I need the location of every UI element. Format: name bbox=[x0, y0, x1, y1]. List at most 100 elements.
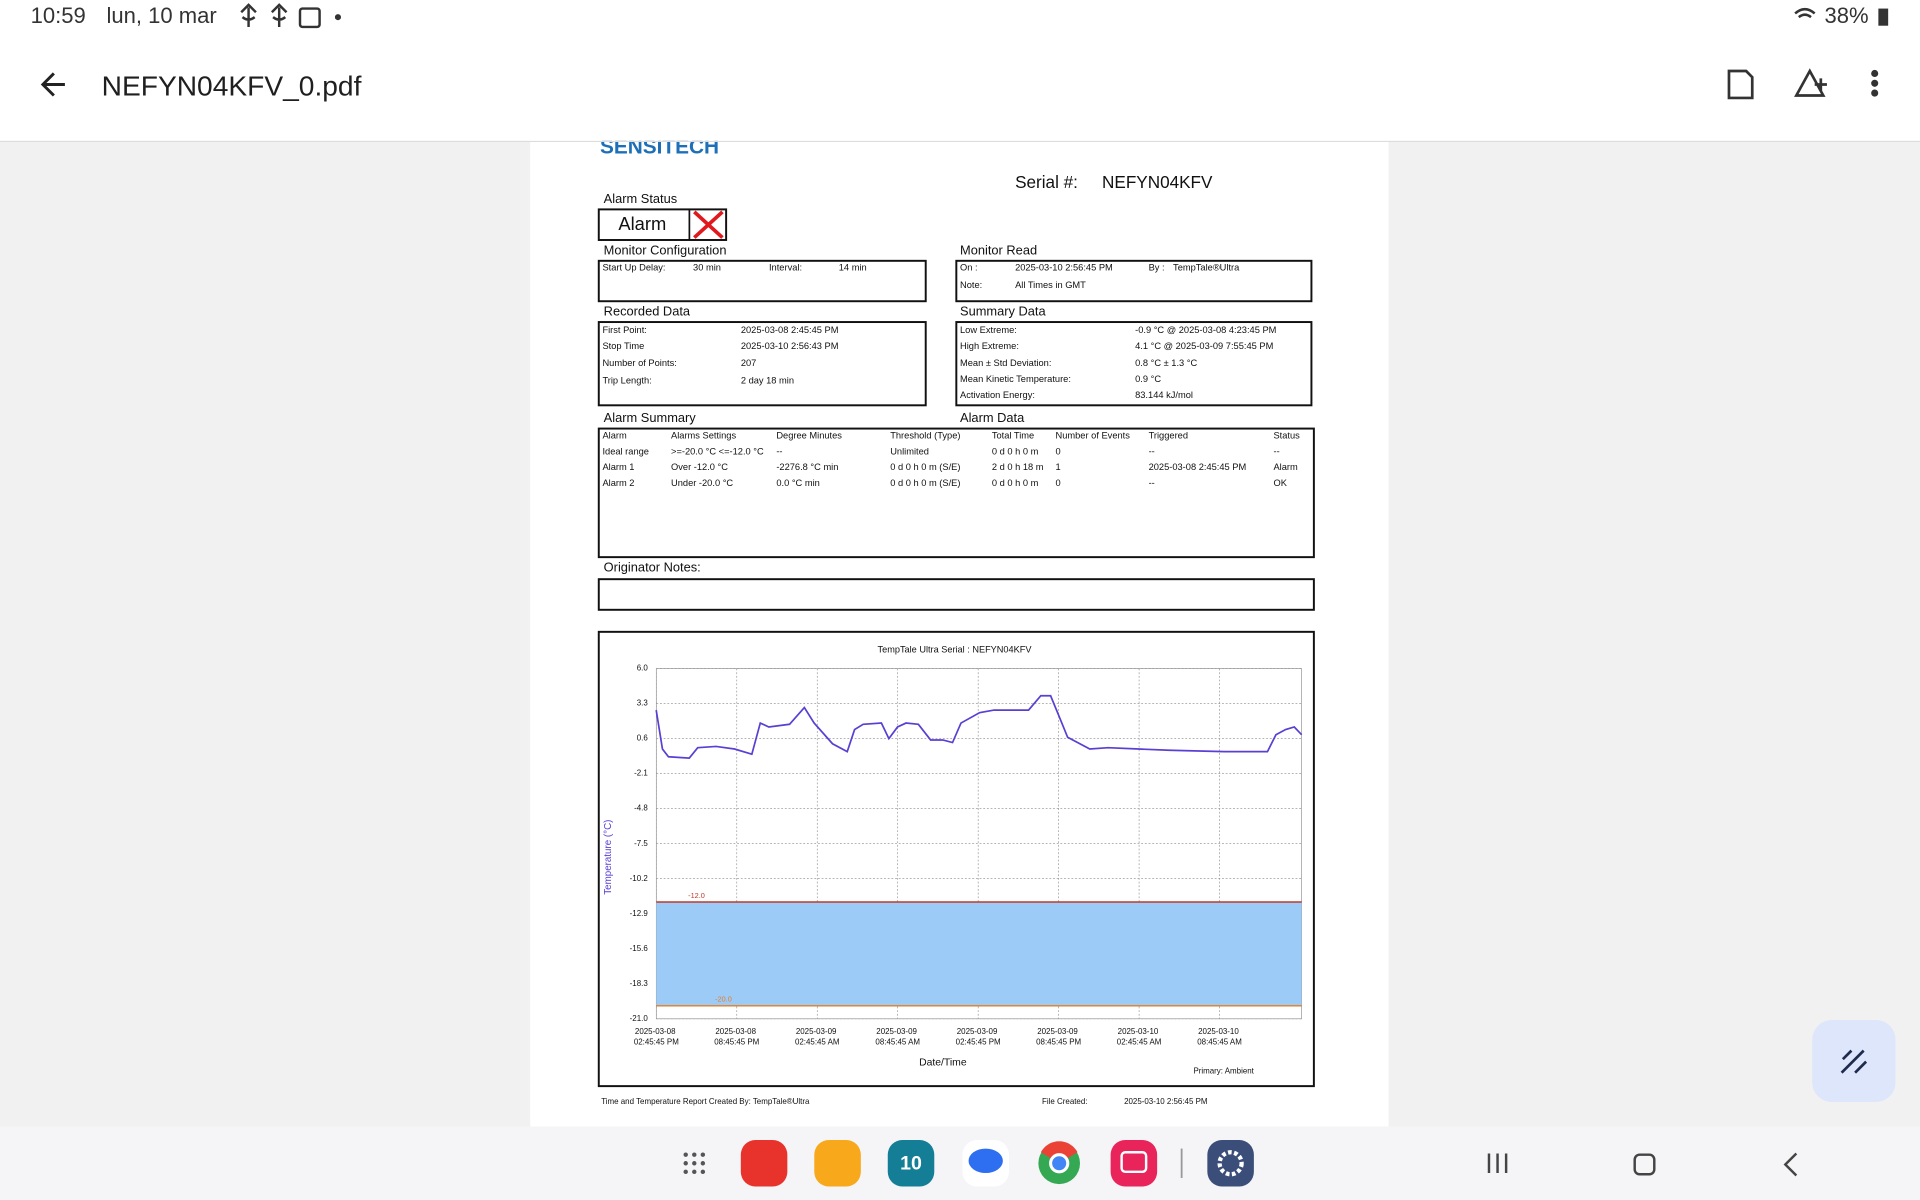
footer-text: Time and Temperature Report Created By: … bbox=[601, 1097, 810, 1106]
table-cell: 0.9 °C bbox=[1135, 374, 1161, 384]
table-cell: >=-20.0 °C <=-12.0 °C bbox=[671, 446, 764, 456]
section-title: Monitor Configuration bbox=[604, 242, 727, 257]
serial-label: Serial #: bbox=[1015, 172, 1078, 192]
table-cell: 0 bbox=[1056, 446, 1061, 456]
table-cell: Under -20.0 °C bbox=[671, 478, 733, 488]
table-cell: Ideal range bbox=[602, 446, 649, 456]
table-cell: Over -12.0 °C bbox=[671, 462, 728, 472]
file-name: NEFYN04KFV_0.pdf bbox=[102, 71, 362, 102]
table-cell: 0 d 0 h 0 m bbox=[992, 446, 1039, 456]
more-button[interactable] bbox=[1871, 69, 1879, 97]
table-cell: -0.9 °C @ 2025-03-08 4:23:45 PM bbox=[1135, 325, 1276, 335]
table-cell: 0 d 0 h 0 m bbox=[992, 478, 1039, 488]
table-cell: 0.8 °C ± 1.3 °C bbox=[1135, 358, 1197, 368]
table-header: Alarms Settings bbox=[671, 430, 736, 440]
table-header: Triggered bbox=[1149, 430, 1188, 440]
battery: 38% bbox=[1824, 3, 1868, 28]
table-cell: Trip Length: bbox=[602, 375, 651, 385]
x-tick-label: 2025-03-08 08:45:45 PM bbox=[714, 1027, 759, 1046]
footer-text: File Created: bbox=[1042, 1097, 1087, 1106]
table-cell: -- bbox=[1273, 446, 1279, 456]
table-cell: Activation Energy: bbox=[960, 390, 1035, 400]
y-tick-label: -2.1 bbox=[634, 769, 648, 778]
table-cell: TempTale®Ultra bbox=[1173, 263, 1240, 273]
plot-frame bbox=[655, 668, 1302, 1020]
table-box bbox=[597, 427, 1315, 559]
apps-button[interactable] bbox=[683, 1152, 706, 1175]
chart-title: TempTale Ultra Serial : NEFYN04KFV bbox=[878, 645, 1033, 655]
calendar-day: 10 bbox=[900, 1153, 922, 1175]
table-box bbox=[597, 259, 927, 303]
table-cell: 2025-03-10 2:56:43 PM bbox=[741, 341, 839, 351]
notes-box bbox=[597, 578, 1315, 611]
y-tick-label: 0.6 bbox=[637, 734, 649, 743]
section-title: Alarm Data bbox=[960, 410, 1025, 425]
y-axis-label: Temperature (°C) bbox=[603, 820, 614, 895]
x-tick-label: 2025-03-09 08:45:45 AM bbox=[875, 1027, 920, 1046]
table-cell: 14 min bbox=[839, 263, 867, 273]
chart: TempTale Ultra Serial : NEFYN04KFV 6.0 3.3… bbox=[603, 645, 1303, 1076]
table-cell: 83.144 kJ/mol bbox=[1135, 390, 1193, 400]
table-cell: Interval: bbox=[769, 263, 802, 273]
y-tick-label: -12.9 bbox=[630, 909, 649, 918]
table-cell: 0 bbox=[1056, 478, 1061, 488]
y-tick-label: 6.0 bbox=[637, 664, 649, 673]
table-header: Alarm bbox=[602, 430, 627, 440]
edit-icon bbox=[1840, 1049, 1868, 1074]
table-cell: -- bbox=[1149, 446, 1155, 456]
section-title: Alarm Summary bbox=[604, 410, 697, 425]
table-cell: 207 bbox=[741, 358, 757, 368]
table-cell: -- bbox=[776, 446, 782, 456]
table-cell: Low Extreme: bbox=[960, 325, 1017, 335]
table-header: Status bbox=[1273, 430, 1300, 440]
table-cell: All Times in GMT bbox=[1015, 280, 1086, 290]
x-tick-label: 2025-03-10 08:45:45 AM bbox=[1197, 1027, 1242, 1046]
table-cell: 1 bbox=[1056, 462, 1061, 472]
y-tick-label: -21.0 bbox=[630, 1014, 649, 1023]
table-cell: 2025-03-08 2:45:45 PM bbox=[741, 325, 839, 335]
y-tick-label: -18.3 bbox=[630, 979, 649, 988]
settings-icon[interactable] bbox=[1207, 1140, 1254, 1187]
y-tick-label: -10.2 bbox=[630, 874, 649, 883]
table-cell: Alarm 1 bbox=[602, 462, 634, 472]
table-cell: Alarm 2 bbox=[602, 478, 634, 488]
y-tick-label: -15.6 bbox=[630, 944, 649, 953]
y-tick-label: 3.3 bbox=[637, 699, 649, 708]
nav-bar bbox=[0, 1126, 1920, 1200]
table-cell: High Extreme: bbox=[960, 341, 1019, 351]
table-cell: 0 d 0 h 0 m (S/E) bbox=[890, 478, 960, 488]
table-cell: First Point: bbox=[602, 325, 646, 335]
x-tick-label: 2025-03-09 02:45:45 PM bbox=[956, 1027, 1001, 1046]
table-cell: 2 d 0 h 18 m bbox=[992, 462, 1044, 472]
nav-back-button[interactable] bbox=[1783, 1152, 1798, 1177]
table-cell: OK bbox=[1273, 478, 1287, 488]
recents-button[interactable] bbox=[1487, 1153, 1508, 1174]
app-icon[interactable] bbox=[740, 1140, 788, 1187]
table-box bbox=[955, 321, 1313, 407]
threshold-label: -20.0 bbox=[715, 995, 732, 1004]
table-header: Degree Minutes bbox=[776, 430, 842, 440]
section-title: Alarm Status bbox=[604, 191, 678, 206]
alarm-status: Alarm bbox=[618, 213, 666, 234]
home-button[interactable] bbox=[1633, 1153, 1656, 1176]
table-cell: Mean Kinetic Temperature: bbox=[960, 374, 1071, 384]
table-cell: 0.0 °C min bbox=[776, 478, 820, 488]
messages-icon bbox=[968, 1148, 1003, 1174]
back-button[interactable] bbox=[40, 72, 65, 97]
x-tick-label: 2025-03-09 02:45:45 AM bbox=[795, 1027, 840, 1046]
table-cell: Number of Points: bbox=[602, 358, 676, 368]
search-doc-button[interactable] bbox=[1727, 69, 1754, 100]
table-header: Number of Events bbox=[1056, 430, 1131, 440]
app-icon[interactable] bbox=[814, 1140, 861, 1187]
alarm-band bbox=[656, 902, 1302, 1006]
table-cell: By : bbox=[1149, 263, 1165, 273]
table-cell: Start Up Delay: bbox=[602, 263, 665, 273]
y-tick-label: -7.5 bbox=[634, 839, 648, 848]
table-cell: Mean ± Std Deviation: bbox=[960, 358, 1051, 368]
chrome-center bbox=[1049, 1153, 1070, 1174]
calendar-icon[interactable] bbox=[887, 1140, 935, 1187]
section-title: Recorded Data bbox=[604, 304, 691, 319]
drive-button[interactable] bbox=[1794, 68, 1827, 97]
camera-icon[interactable] bbox=[1110, 1140, 1158, 1187]
